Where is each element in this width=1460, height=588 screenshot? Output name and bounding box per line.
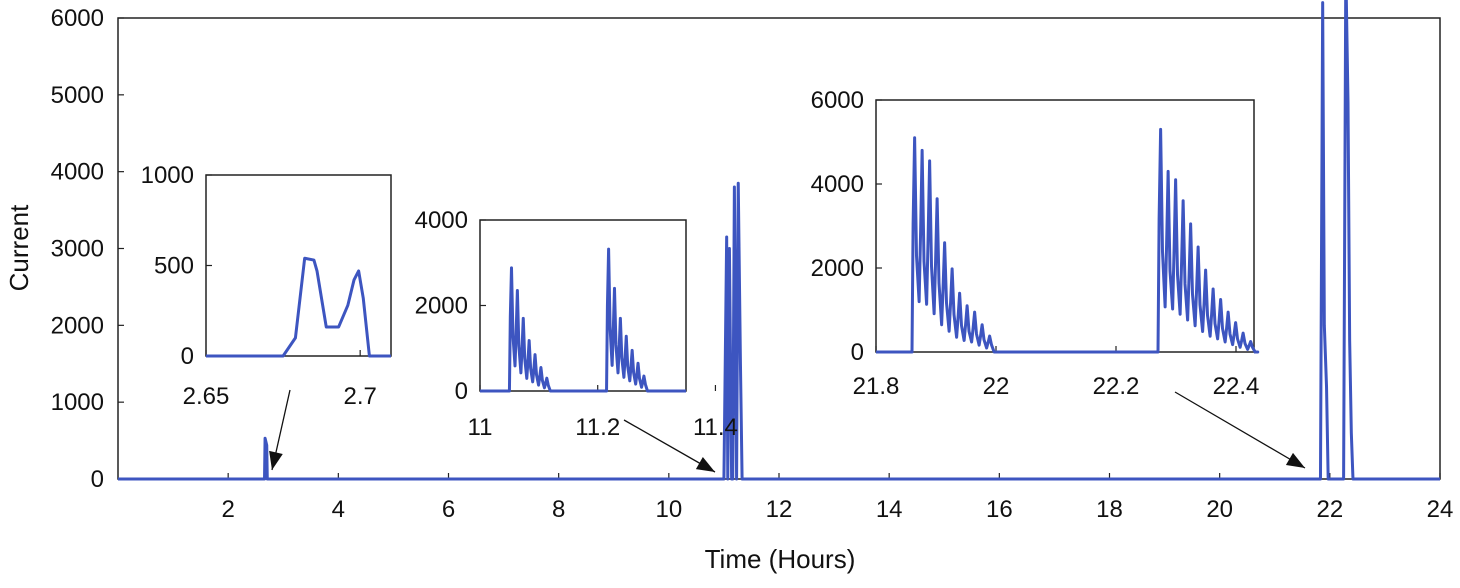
- main-xtick-label: 22: [1316, 496, 1343, 523]
- main-xtick-label: 8: [552, 496, 565, 523]
- inset-1-xtick-label: 2.65: [183, 383, 230, 410]
- y-axis-label: Current: [4, 204, 34, 291]
- main-ytick-label: 2000: [51, 312, 104, 339]
- inset-1-series-line: [206, 256, 391, 358]
- main-ytick-label: 6000: [51, 5, 104, 32]
- inset-2-xtick-label: 11.4: [693, 414, 738, 441]
- main-ytick-label: 0: [91, 466, 104, 493]
- inset-3-ytick-label: 0: [851, 339, 864, 366]
- inset-1-frame: [205, 174, 392, 357]
- inset-3-frame: [875, 99, 1255, 353]
- inset-3-ytick-label: 2000: [811, 255, 864, 282]
- inset-1-xtick-label: 2.7: [343, 383, 376, 410]
- inset-3-xtick-label: 22.4: [1213, 373, 1260, 400]
- inset-3-ytick-label: 4000: [811, 171, 864, 198]
- main-ytick-label: 4000: [51, 159, 104, 186]
- inset-3-ytick-label: 6000: [811, 87, 864, 114]
- inset-3-xtick-label: 21.8: [853, 373, 900, 400]
- inset-3-series-line: [876, 127, 1260, 354]
- arrow-inset-1-head: [269, 450, 283, 470]
- callout-arrows: [269, 389, 1306, 473]
- inset-plot-2: 0 2000 4000 11 11.2 11.4: [415, 207, 738, 441]
- main-series-line: [118, 0, 1440, 481]
- main-xtick-label: 12: [766, 496, 793, 523]
- main-xtick-label: 6: [442, 496, 455, 523]
- main-ytick-label: 3000: [51, 236, 104, 263]
- inset-1-ytick-label: 500: [154, 253, 194, 280]
- inset-plot-1: 0 500 1000 2.65 2.7: [141, 162, 392, 410]
- inset-3-xtick-label: 22: [983, 373, 1010, 400]
- arrow-inset-3: [1174, 391, 1306, 469]
- inset-2-ytick-label: 4000: [415, 207, 468, 234]
- main-xtick-label: 24: [1427, 496, 1454, 523]
- arrow-inset-2-head: [695, 456, 715, 472]
- main-xtick-label: 2: [221, 496, 234, 523]
- main-xtick-label: 4: [332, 496, 345, 523]
- x-axis-label: Time (Hours): [705, 544, 856, 574]
- inset-2-ytick-label: 0: [455, 378, 468, 405]
- main-xtick-label: 18: [1096, 496, 1123, 523]
- main-xtick-label: 10: [655, 496, 682, 523]
- inset-2-xtick-label: 11: [468, 414, 493, 441]
- main-xtick-label: 16: [986, 496, 1013, 523]
- inset-2-xtick-label: 11.2: [575, 414, 620, 441]
- arrow-inset-3-head: [1285, 452, 1305, 468]
- main-xtick-label: 14: [876, 496, 903, 523]
- inset-3-xtick-label: 22.2: [1093, 373, 1140, 400]
- inset-plot-3: 0 2000 4000 6000 21.8 22 22.2 22.4: [811, 87, 1260, 400]
- main-ytick-label: 5000: [51, 82, 104, 109]
- inset-1-ytick-label: 1000: [141, 162, 194, 189]
- inset-1-ytick-label: 0: [181, 343, 194, 370]
- main-xtick-label: 20: [1206, 496, 1233, 523]
- inset-2-series-line: [480, 247, 686, 393]
- inset-2-ytick-label: 2000: [415, 293, 468, 320]
- main-ytick-label: 1000: [51, 389, 104, 416]
